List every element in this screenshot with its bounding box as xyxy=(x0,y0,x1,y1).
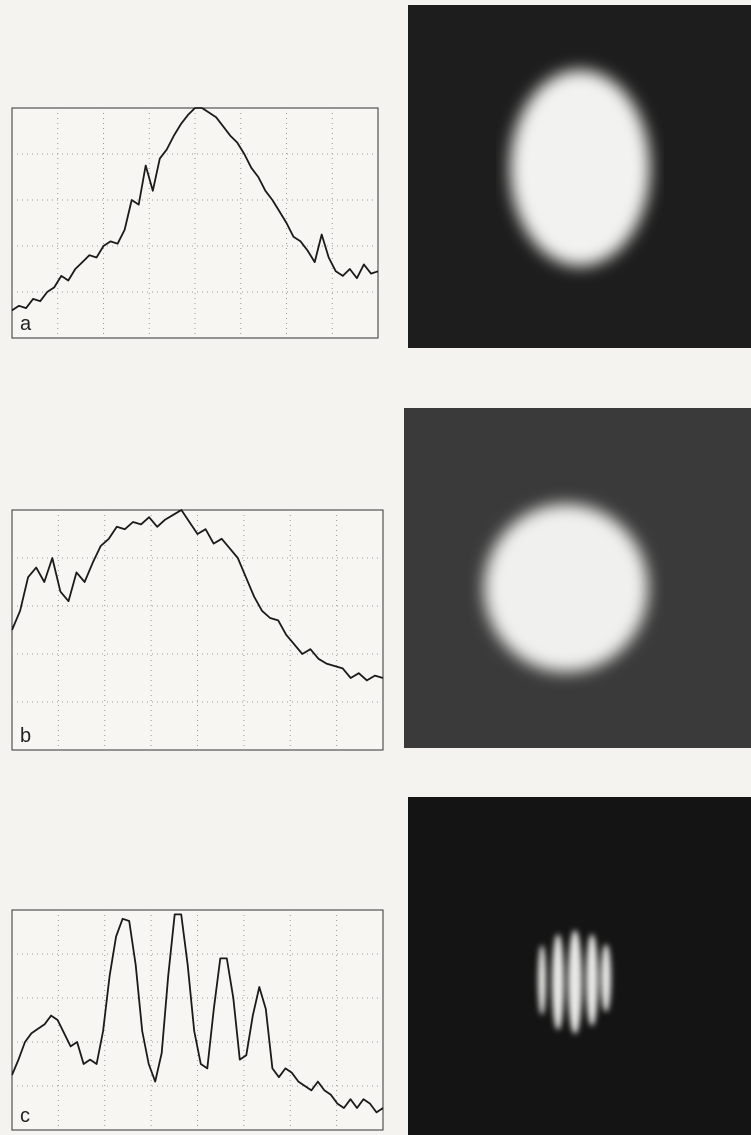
figure: a b c xyxy=(0,0,751,1135)
panel-label: c xyxy=(20,1105,30,1127)
panel-label: b xyxy=(20,725,31,747)
photo-b xyxy=(404,408,751,748)
photo-c xyxy=(408,797,751,1135)
photo-a xyxy=(408,5,751,348)
panel-label: a xyxy=(20,313,32,335)
